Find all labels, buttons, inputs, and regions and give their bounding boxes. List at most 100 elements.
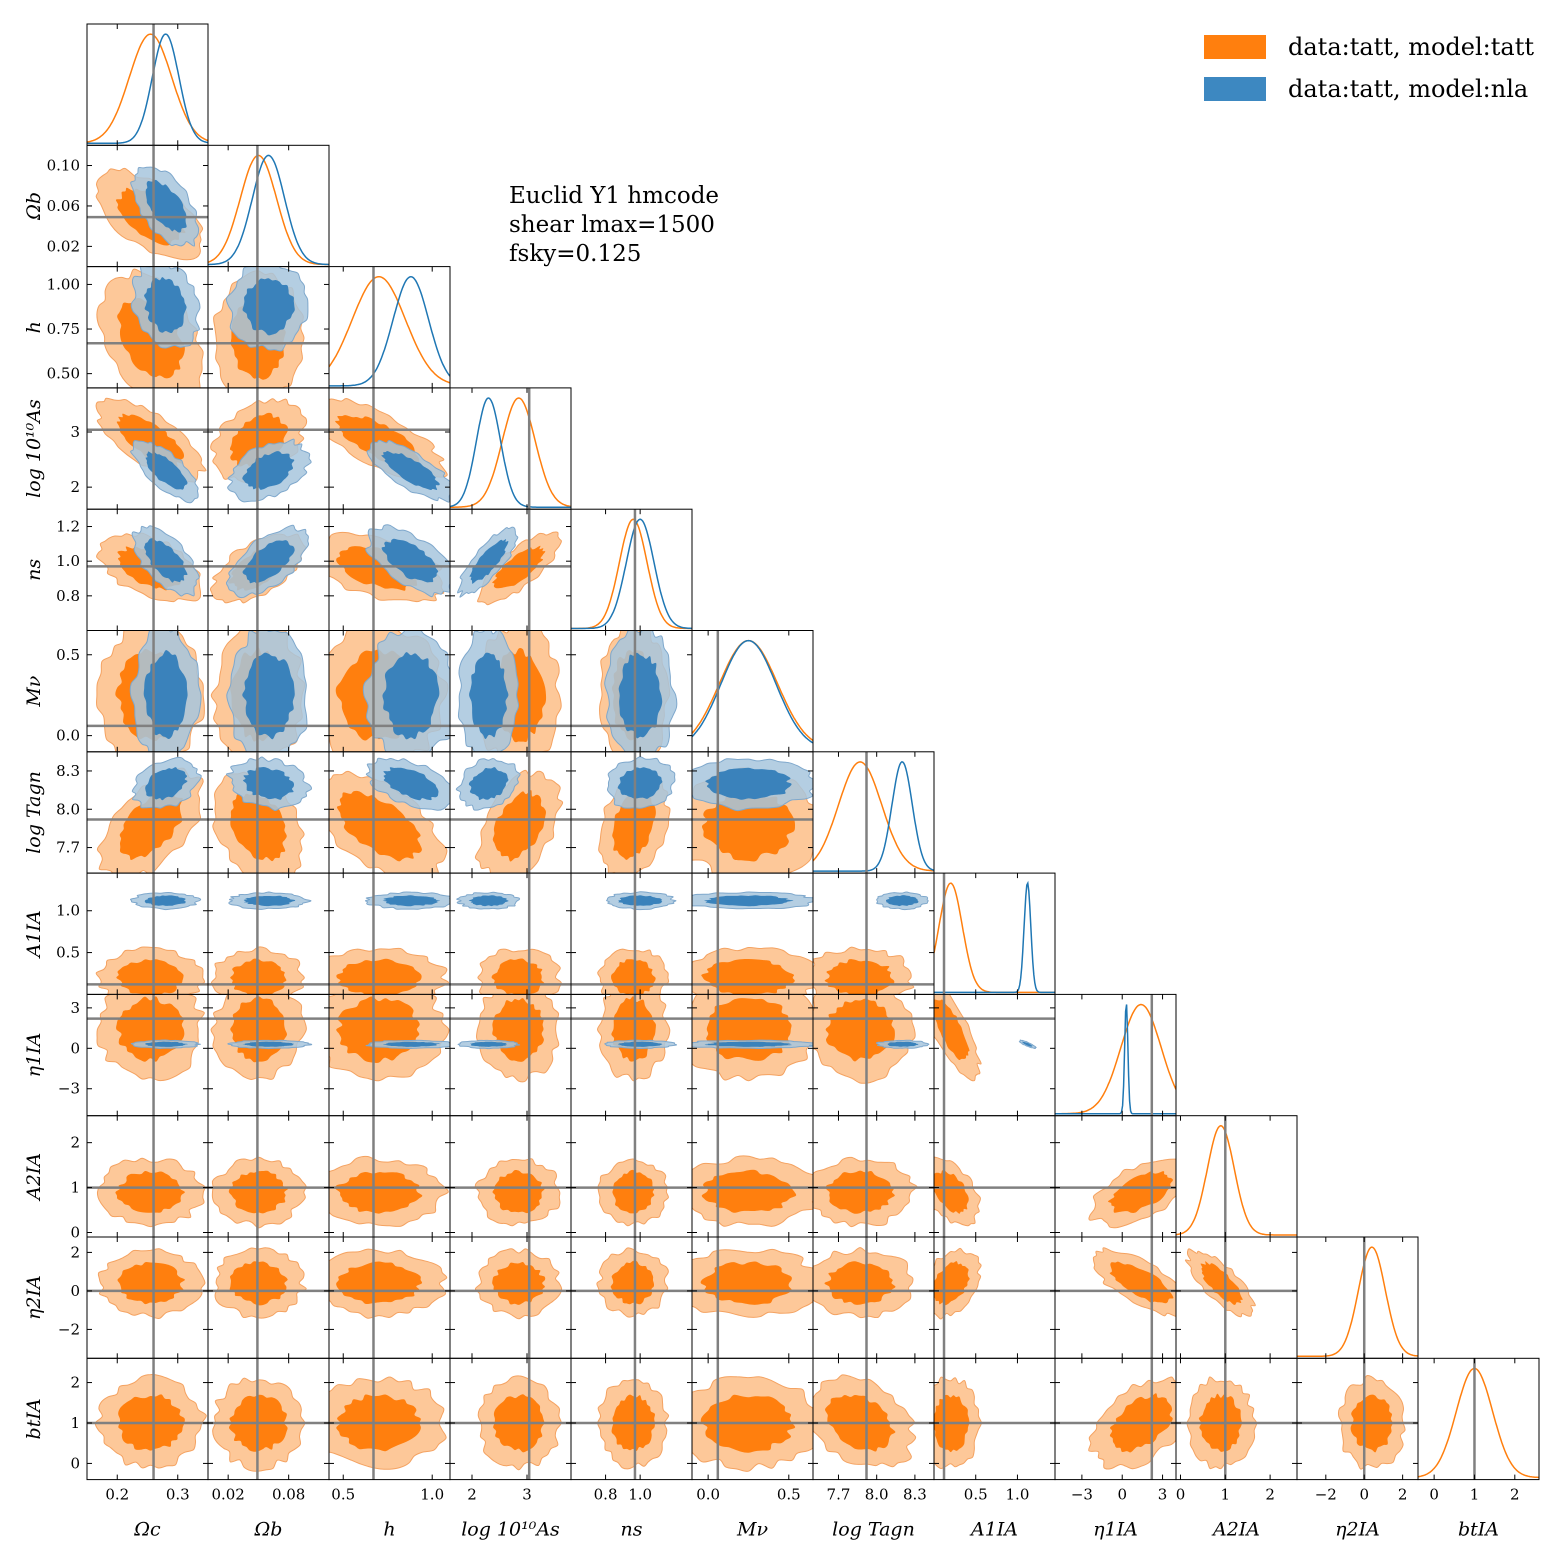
contour-68-tatt (1108, 1171, 1173, 1213)
panel-M_nu-vs-M_nu (691, 630, 814, 753)
y-tick-label-A1_IA: 0.5 (56, 944, 80, 962)
y-tick-label-omega_b: 0.10 (47, 157, 80, 175)
y-tick-label-eta2_IA: 2 (70, 1243, 80, 1261)
x-axis-label-eta1_IA: η1IA (1093, 1519, 1138, 1541)
panel-omega_b-vs-omega_c (86, 144, 209, 268)
marginal-curve-tatt (1297, 1246, 1418, 1358)
x-tick-label-log10As: 3 (522, 1486, 532, 1504)
x-tick-label-omega_c: 0.2 (105, 1486, 129, 1504)
panel-content (571, 1358, 692, 1480)
panel-content (450, 1115, 571, 1237)
panel-bt_IA-vs-n_s (570, 1357, 693, 1481)
panel-bt_IA-vs-bt_IA (1417, 1357, 1540, 1481)
panel-content (934, 1237, 1055, 1359)
panel-content (692, 873, 813, 995)
panel-content (934, 873, 1055, 995)
panel-content (450, 751, 571, 874)
x-axis-label-A2_IA: A2IA (1211, 1519, 1260, 1541)
panel-content (813, 751, 934, 874)
contour-68-nla (469, 539, 509, 584)
contour-68-nla (705, 767, 792, 800)
panel-content (208, 1115, 329, 1237)
panel-content (1418, 1358, 1539, 1480)
y-axis-label-eta2_IA: η2IA (23, 1275, 45, 1320)
panel-A2_IA-vs-M_nu (691, 1115, 814, 1238)
y-axis-label-n_s: ns (23, 559, 45, 581)
panel-frame (1417, 1357, 1540, 1481)
panel-omega_c-vs-omega_c (86, 23, 209, 146)
panel-bt_IA-vs-eta2_IA (1296, 1357, 1419, 1481)
marginal-curve-tatt (450, 397, 571, 508)
contour-68-tatt (700, 1261, 792, 1305)
panel-content (1055, 1237, 1176, 1359)
annotation-text: Euclid Y1 hmcode shear lmax=1500 fsky=0.… (509, 183, 719, 267)
panel-bt_IA-vs-A1_IA (933, 1357, 1056, 1481)
contour-68-nla (618, 652, 663, 739)
panel-eta2_IA-vs-log10As (449, 1236, 572, 1359)
panel-content (450, 1237, 571, 1359)
panel-content (87, 509, 208, 631)
legend-swatch-nla (1204, 77, 1266, 101)
contour-68-nla (144, 538, 188, 583)
marginal-curve-tatt (208, 154, 329, 266)
contour-68-nla (468, 767, 509, 801)
panel-content (329, 751, 450, 874)
panel-A1_IA-vs-omega_c (86, 872, 209, 995)
panel-n_s-vs-h (328, 508, 451, 632)
panel-eta2_IA-vs-eta2_IA (1296, 1236, 1419, 1359)
panel-content (450, 873, 571, 995)
x-tick-label-logTagn: 8.3 (903, 1486, 927, 1504)
panel-content (1055, 1358, 1176, 1480)
x-tick-label-bt_IA: 1 (1470, 1486, 1480, 1504)
panel-h-vs-omega_c (86, 266, 209, 389)
legend-swatch-tatt (1204, 35, 1266, 59)
panel-A2_IA-vs-A1_IA (933, 1115, 1056, 1238)
contour-68-nla (617, 767, 663, 799)
panel-log10As-vs-log10As (449, 387, 572, 510)
marginal-curve-tatt (571, 518, 692, 630)
x-tick-label-omega_b: 0.08 (272, 1486, 305, 1504)
panel-content (329, 994, 450, 1116)
panel-content (813, 1237, 934, 1359)
panel-content (208, 751, 329, 874)
x-tick-label-A2_IA: 1 (1221, 1486, 1231, 1504)
panel-eta2_IA-vs-n_s (570, 1236, 693, 1359)
y-axis-label-omega_b: Ωb (23, 192, 45, 221)
panel-A2_IA-vs-A2_IA (1175, 1115, 1298, 1238)
panel-content (571, 751, 692, 874)
x-tick-label-n_s: 1.0 (628, 1486, 652, 1504)
panel-A1_IA-vs-logTagn (812, 872, 935, 995)
panel-bt_IA-vs-eta1_IA (1054, 1357, 1177, 1481)
panel-n_s-vs-omega_b (207, 508, 330, 632)
panel-frame (933, 872, 1056, 995)
marginal-curve-nla (208, 154, 329, 266)
panel-content (450, 387, 571, 510)
panel-log10As-vs-omega_c (86, 387, 209, 510)
contour-68-nla (468, 895, 509, 907)
marginal-curve-nla (87, 33, 208, 145)
panel-content (208, 145, 329, 267)
panel-eta1_IA-vs-eta1_IA (1054, 993, 1177, 1117)
contour-68-tatt (492, 790, 546, 862)
contour-68-nla (242, 652, 295, 740)
panel-content (87, 387, 208, 510)
panel-eta1_IA-vs-logTagn (812, 993, 935, 1117)
panel-logTagn-vs-n_s (570, 751, 693, 874)
annotation-line-3: fsky=0.125 (509, 241, 641, 267)
panel-bt_IA-vs-omega_c (86, 1357, 209, 1481)
x-axis-label-n_s: ns (621, 1519, 643, 1541)
contour-68-nla (704, 1041, 792, 1047)
contour-68-nla (617, 1041, 663, 1047)
panel-bt_IA-vs-omega_b (207, 1357, 330, 1481)
contour-68-nla (381, 538, 439, 583)
y-axis-label-log10As: log 10¹⁰As (23, 399, 45, 498)
y-tick-label-h: 0.75 (47, 320, 80, 338)
panel-eta1_IA-vs-omega_b (207, 993, 330, 1117)
panel-content (208, 387, 329, 510)
panel-A1_IA-vs-n_s (570, 872, 693, 995)
panel-logTagn-vs-logTagn (812, 751, 935, 874)
x-tick-label-n_s: 0.8 (594, 1486, 618, 1504)
panel-content (208, 509, 329, 631)
contour-68-tatt (336, 1261, 423, 1305)
x-tick-label-eta2_IA: −2 (1315, 1486, 1337, 1504)
